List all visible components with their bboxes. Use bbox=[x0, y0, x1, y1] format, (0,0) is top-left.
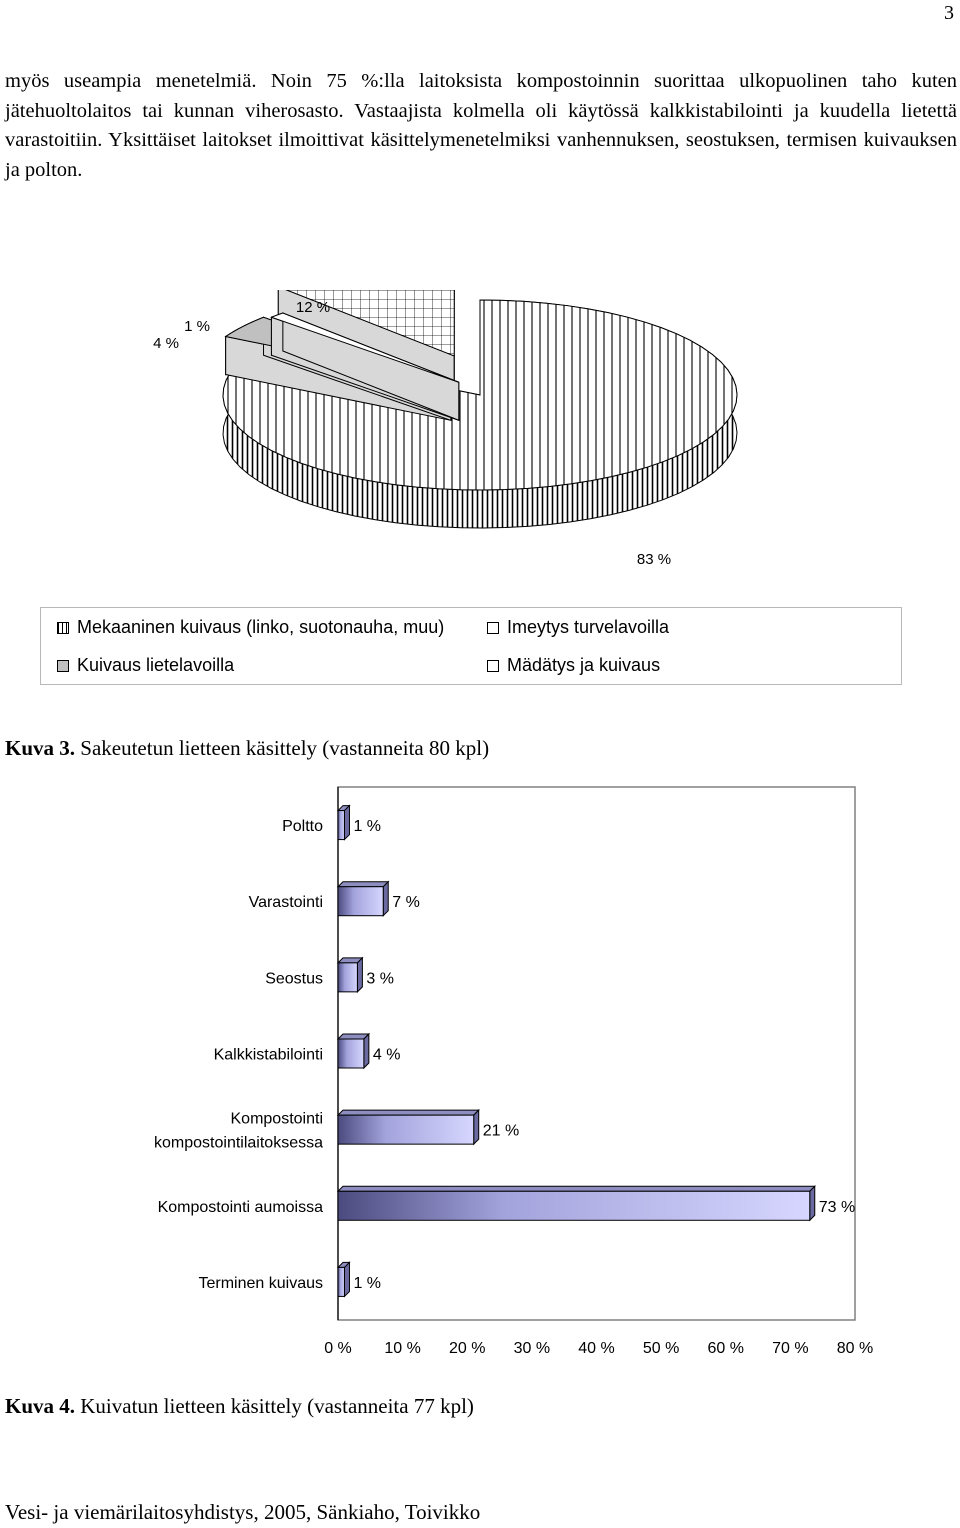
figure-3-caption: Kuva 3. Sakeutetun lietteen käsittely (v… bbox=[5, 736, 489, 761]
figure-4-label: Kuva 4. bbox=[5, 1394, 76, 1418]
legend-swatch-vertical-lines bbox=[57, 621, 69, 634]
bar bbox=[336, 956, 364, 994]
x-tick-label: 20 % bbox=[449, 1340, 485, 1357]
bar-data-label: 73 % bbox=[819, 1199, 855, 1216]
page-footer: Vesi- ja viemärilaitosyhdistys, 2005, Sä… bbox=[5, 1500, 481, 1524]
body-paragraph: myös useampia menetelmiä. Noin 75 %:lla … bbox=[5, 70, 957, 181]
bar-data-label: 1 % bbox=[353, 818, 381, 835]
page-number: 3 bbox=[944, 2, 954, 24]
pie-legend: Mekaaninen kuivaus (linko, suotonauha, m… bbox=[40, 607, 902, 685]
bar-data-label: 1 % bbox=[353, 1275, 381, 1292]
figure-4-text: Kuivatun lietteen käsittely (vastanneita… bbox=[75, 1394, 474, 1418]
category-label: Poltto bbox=[282, 818, 323, 835]
legend-item-mekaaninen: Mekaaninen kuivaus (linko, suotonauha, m… bbox=[57, 617, 444, 638]
legend-item-kuivaus-lietelavoilla: Kuivaus lietelavoilla bbox=[57, 655, 234, 676]
legend-swatch-grey bbox=[57, 659, 69, 672]
figure-4-caption: Kuva 4. Kuivatun lietteen käsittely (vas… bbox=[5, 1394, 474, 1419]
legend-item-madatys: Mädätys ja kuivaus bbox=[487, 655, 660, 676]
pie-data-label: 12 % bbox=[296, 299, 330, 316]
pie-slice-imeytys bbox=[270, 312, 460, 422]
bar bbox=[336, 880, 390, 917]
bar bbox=[336, 1261, 351, 1298]
bar bbox=[336, 1108, 480, 1146]
pie-data-label: 4 % bbox=[153, 335, 179, 352]
legend-swatch-grid bbox=[487, 659, 499, 672]
legend-label: Mädätys ja kuivaus bbox=[507, 655, 661, 675]
bar bbox=[336, 804, 351, 841]
figure-3-text: Sakeutetun lietteen käsittely (vastannei… bbox=[75, 736, 490, 760]
bar bbox=[336, 1032, 371, 1070]
legend-item-imeytys: Imeytys turvelavoilla bbox=[487, 617, 669, 638]
category-label: Kompostointi bbox=[231, 1111, 324, 1128]
x-tick-label: 30 % bbox=[514, 1340, 550, 1357]
legend-label: Kuivaus lietelavoilla bbox=[77, 655, 235, 675]
category-label: Kompostointi aumoissa bbox=[158, 1199, 324, 1216]
legend-swatch-white bbox=[487, 621, 499, 634]
legend-label: Mekaaninen kuivaus (linko, suotonauha, m… bbox=[77, 617, 445, 637]
bar-data-label: 4 % bbox=[373, 1047, 401, 1064]
pie-data-label: 83 % bbox=[637, 551, 671, 568]
category-label: Varastointi bbox=[249, 894, 323, 911]
x-tick-label: 0 % bbox=[324, 1340, 352, 1357]
bar-data-label: 7 % bbox=[392, 894, 420, 911]
x-tick-label: 80 % bbox=[837, 1340, 873, 1357]
category-label: kompostointilaitoksessa bbox=[154, 1135, 323, 1152]
category-label: Seostus bbox=[265, 970, 323, 987]
category-label: Terminen kuivaus bbox=[199, 1275, 324, 1292]
pie-data-label: 1 % bbox=[184, 318, 210, 335]
x-tick-label: 10 % bbox=[384, 1340, 420, 1357]
bar-chart: 1 % Poltto 7 % Varastointi 3 % Seostus 4 % Kalk… bbox=[154, 786, 873, 1357]
x-tick-label: 60 % bbox=[708, 1340, 744, 1357]
legend-label: Imeytys turvelavoilla bbox=[507, 617, 670, 637]
pie-chart: 83 % 4 % 1 % 12 % bbox=[153, 290, 738, 568]
bar-data-label: 3 % bbox=[366, 970, 394, 987]
bar-data-label: 21 % bbox=[483, 1123, 519, 1140]
plot-area bbox=[337, 786, 856, 1321]
x-tick-label: 70 % bbox=[772, 1340, 808, 1357]
x-tick-label: 50 % bbox=[643, 1340, 679, 1357]
x-tick-label: 40 % bbox=[578, 1340, 614, 1357]
bar bbox=[336, 1185, 816, 1222]
figure-3-label: Kuva 3. bbox=[5, 736, 76, 760]
category-label: Kalkkistabilointi bbox=[214, 1047, 323, 1064]
